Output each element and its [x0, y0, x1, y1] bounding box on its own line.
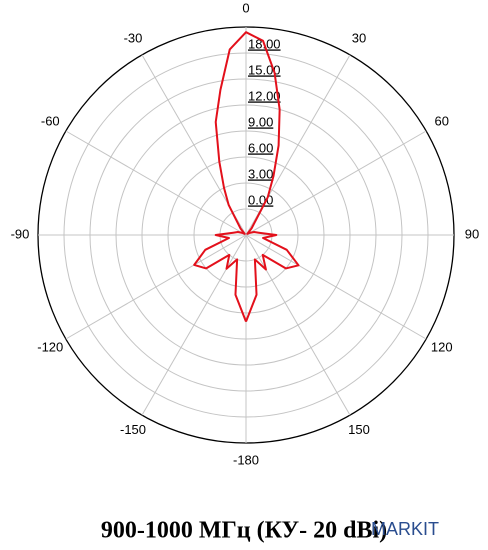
watermark: MARKIT	[371, 519, 439, 539]
angle-tick-label: -120	[37, 339, 63, 354]
grid-spoke	[245, 234, 351, 416]
pattern-line	[193, 31, 300, 323]
angle-tick-label: -90	[11, 226, 30, 241]
r-tick-label: 6.00	[248, 140, 273, 155]
grid-spoke	[245, 130, 427, 236]
r-tick-label: 0.00	[248, 192, 273, 207]
angle-tick-label: -150	[120, 422, 146, 437]
r-tick-label: 9.00	[248, 114, 273, 129]
grid-spoke	[65, 234, 247, 340]
angle-tick-label: 150	[348, 422, 370, 437]
angle-tick-label: 0	[242, 0, 249, 15]
grid-spoke	[65, 130, 247, 236]
grid-spoke	[245, 234, 427, 340]
r-tick-label: 12.00	[248, 88, 281, 103]
angle-tick-label: -60	[41, 113, 60, 128]
angle-tick-label: -180	[233, 452, 259, 467]
angle-tick-label: 90	[465, 226, 479, 241]
grid-spoke	[141, 234, 247, 416]
chart-title: 900-1000 МГц (КУ- 20 dBi)	[101, 518, 387, 544]
angle-tick-label: 120	[431, 339, 453, 354]
angle-tick-label: -30	[124, 31, 143, 46]
r-tick-label: 3.00	[248, 166, 273, 181]
angle-tick-label: 60	[434, 113, 448, 128]
angle-tick-label: 30	[352, 31, 366, 46]
